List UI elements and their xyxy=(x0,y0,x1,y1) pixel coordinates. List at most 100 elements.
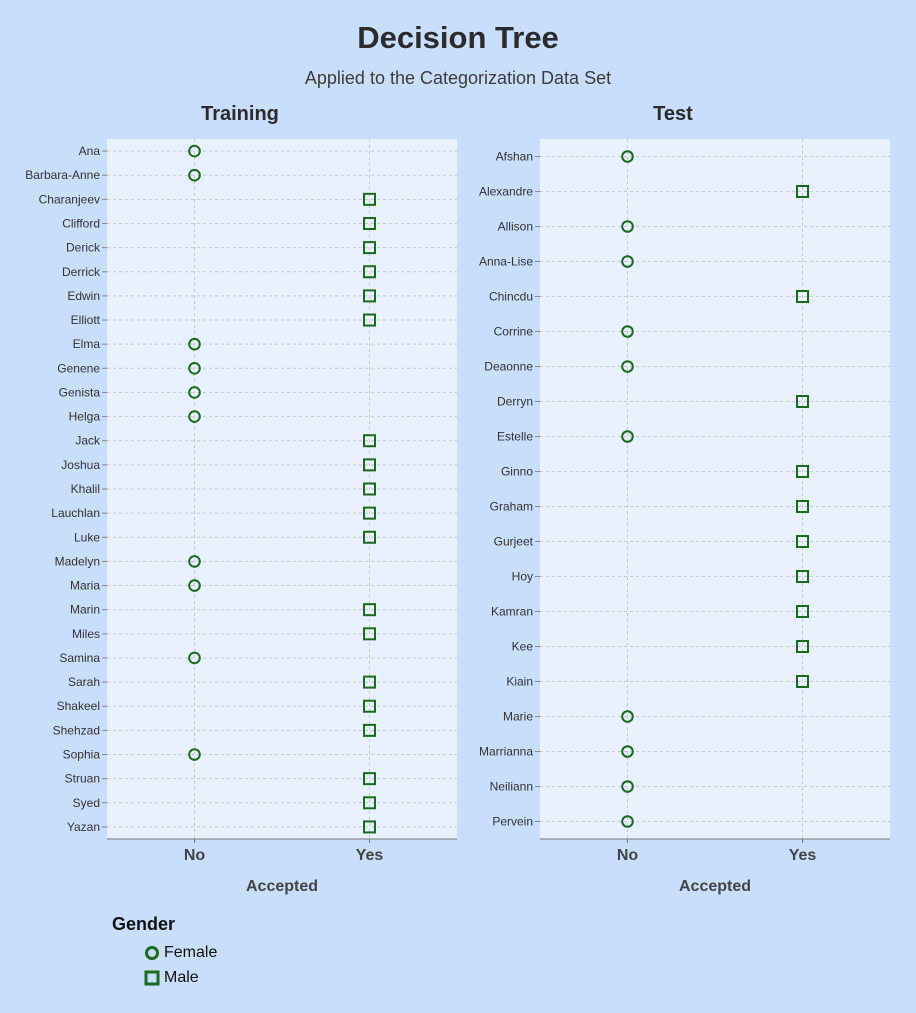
y-tick-label: Barbara-Anne xyxy=(25,168,100,182)
y-tick-label: Genista xyxy=(59,385,101,399)
marker-male xyxy=(363,772,376,786)
marker-male xyxy=(796,290,809,303)
marker-female xyxy=(621,780,634,793)
square-icon xyxy=(144,970,160,986)
x-tick-label: No xyxy=(617,847,639,864)
marker-male xyxy=(363,482,376,496)
y-tick-label: Shakeel xyxy=(57,699,100,713)
marker-male xyxy=(363,820,376,834)
marker-male xyxy=(363,434,376,448)
marker-female xyxy=(188,362,201,375)
marker-male xyxy=(363,603,376,617)
marker-male xyxy=(796,500,809,513)
y-tick-label: Afshan xyxy=(496,150,533,164)
y-tick-label: Ana xyxy=(79,144,101,158)
x-tick-label: No xyxy=(184,847,206,864)
chart-subtitle: Applied to the Categorization Data Set xyxy=(304,68,612,88)
marker-female xyxy=(188,410,201,423)
y-tick-label: Khalil xyxy=(71,482,100,496)
marker-female xyxy=(621,745,634,758)
y-tick-label: Lauchlan xyxy=(51,506,100,520)
marker-male xyxy=(363,192,376,206)
y-tick-label: Elliott xyxy=(71,313,101,327)
y-tick-label: Charanjeev xyxy=(39,192,100,206)
marker-male xyxy=(796,640,809,653)
panel-title: Test xyxy=(653,103,693,125)
y-tick-label: Neiliann xyxy=(490,780,533,794)
x-tick-label: Yes xyxy=(356,847,384,864)
marker-female xyxy=(621,710,634,723)
marker-female xyxy=(621,255,634,268)
marker-female xyxy=(621,325,634,338)
circle-icon xyxy=(145,946,159,960)
y-tick-label: Sophia xyxy=(63,748,101,762)
marker-male xyxy=(796,395,809,408)
y-tick-label: Miles xyxy=(72,627,100,641)
marker-female xyxy=(188,651,201,665)
marker-female xyxy=(621,430,634,443)
marker-female xyxy=(188,168,201,182)
marker-male xyxy=(363,458,376,472)
panel1-plot-area xyxy=(540,139,890,839)
y-tick-label: Luke xyxy=(74,530,100,544)
marker-male xyxy=(363,216,376,230)
marker-male xyxy=(796,570,809,583)
legend-label-male: Male xyxy=(164,969,199,986)
y-tick-label: Shehzad xyxy=(53,723,100,737)
y-tick-label: Helga xyxy=(69,410,101,424)
y-tick-label: Alexandre xyxy=(479,185,533,199)
panel-title: Training xyxy=(201,103,279,125)
marker-male xyxy=(796,465,809,478)
x-axis-label: Accepted xyxy=(246,878,318,895)
marker-male xyxy=(363,313,376,327)
marker-male xyxy=(363,723,376,737)
y-tick-label: Marrianna xyxy=(479,745,533,759)
marker-female xyxy=(188,579,201,592)
marker-male xyxy=(796,535,809,548)
marker-male xyxy=(363,265,376,279)
legend-item-female: Female xyxy=(144,943,217,963)
legend-title: Gender xyxy=(112,914,176,934)
y-tick-label: Derrick xyxy=(62,265,101,279)
y-tick-label: Estelle xyxy=(497,430,533,444)
marker-female xyxy=(188,748,201,761)
y-tick-label: Derick xyxy=(66,241,101,255)
y-tick-label: Sarah xyxy=(68,675,100,689)
y-tick-label: Ginno xyxy=(501,465,533,479)
marker-female xyxy=(621,360,634,373)
y-tick-label: Jack xyxy=(75,434,101,448)
marker-female xyxy=(188,386,201,399)
marker-female xyxy=(621,815,634,828)
y-tick-label: Derryn xyxy=(497,395,533,409)
chart-title: Decision Tree xyxy=(357,20,559,55)
y-tick-label: Kiain xyxy=(506,675,533,689)
marker-male xyxy=(363,627,376,641)
y-tick-label: Marie xyxy=(503,710,533,724)
marker-male xyxy=(363,699,376,713)
marker-female xyxy=(188,337,201,351)
y-tick-label: Graham xyxy=(490,500,533,514)
x-tick-label: Yes xyxy=(789,847,817,864)
y-tick-label: Genene xyxy=(57,361,100,375)
marker-male xyxy=(363,506,376,520)
y-tick-label: Clifford xyxy=(62,216,100,230)
marker-male xyxy=(796,675,809,688)
x-axis-label: Accepted xyxy=(679,878,751,895)
y-tick-label: Pervein xyxy=(492,815,533,829)
y-tick-label: Edwin xyxy=(67,289,100,303)
y-tick-label: Maria xyxy=(70,579,100,593)
y-tick-label: Marin xyxy=(70,603,100,617)
marker-male xyxy=(363,675,376,689)
marker-female xyxy=(188,555,201,568)
y-tick-label: Madelyn xyxy=(55,554,100,568)
y-tick-label: Chincdu xyxy=(489,290,533,304)
y-tick-label: Anna-Lise xyxy=(479,255,533,269)
y-tick-label: Kee xyxy=(512,640,534,654)
y-tick-label: Joshua xyxy=(61,458,100,472)
y-tick-label: Corrine xyxy=(494,325,534,339)
y-tick-label: Syed xyxy=(73,796,100,810)
marker-male xyxy=(796,605,809,618)
marker-male xyxy=(363,530,376,544)
legend-label-female: Female xyxy=(164,944,218,961)
